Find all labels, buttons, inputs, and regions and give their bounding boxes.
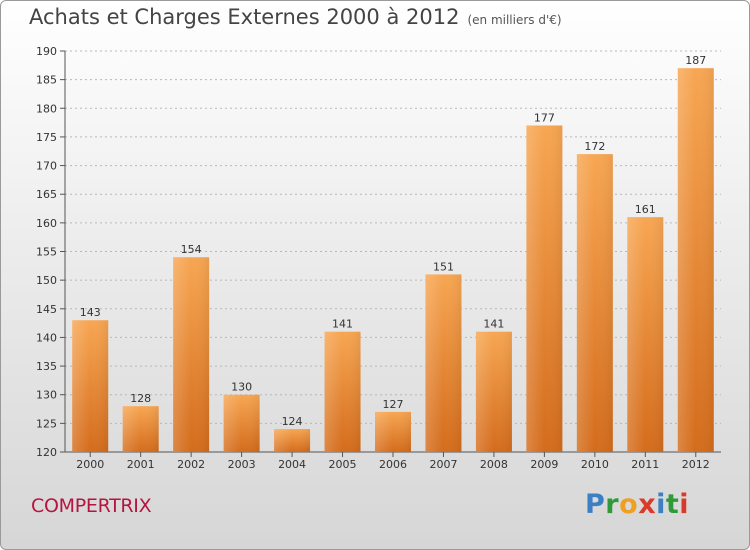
chart-subtitle: (en milliers d'€) — [467, 13, 562, 27]
y-tick-label: 160 — [36, 217, 57, 230]
bar-shine — [122, 406, 159, 452]
bar-value-label: 141 — [483, 318, 504, 331]
y-tick-label: 155 — [36, 246, 57, 259]
bar-shine — [576, 154, 613, 452]
bar-value-label: 124 — [282, 415, 303, 428]
bar-value-label: 177 — [534, 111, 555, 124]
commune-name: COMPERTRIX — [31, 495, 152, 517]
chart-title-text: Achats et Charges Externes 2000 à 2012 — [29, 5, 460, 29]
bar-value-label: 161 — [635, 203, 656, 216]
bar-shine — [173, 257, 210, 452]
bar-shine — [526, 125, 563, 452]
x-tick-label: 2005 — [329, 458, 357, 471]
x-tick-label: 2004 — [278, 458, 306, 471]
x-tick-label: 2012 — [682, 458, 710, 471]
bar-value-label: 172 — [584, 140, 605, 153]
x-tick-label: 2006 — [379, 458, 407, 471]
y-tick-label: 165 — [36, 188, 57, 201]
bar-value-label: 151 — [433, 260, 454, 273]
x-tick-label: 2000 — [76, 458, 104, 471]
bar-shine — [677, 68, 714, 452]
bar-value-label: 141 — [332, 318, 353, 331]
y-tick-label: 130 — [36, 389, 57, 402]
y-tick-label: 145 — [36, 303, 57, 316]
x-tick-label: 2007 — [429, 458, 457, 471]
x-tick-label: 2009 — [530, 458, 558, 471]
bar-value-label: 154 — [181, 243, 202, 256]
proxiti-logo: Proxiti — [585, 489, 689, 520]
y-tick-label: 170 — [36, 160, 57, 173]
chart-title: Achats et Charges Externes 2000 à 2012 (e… — [29, 5, 562, 29]
x-tick-label: 2008 — [480, 458, 508, 471]
y-tick-label: 175 — [36, 131, 57, 144]
y-tick-label: 190 — [36, 45, 57, 58]
logo-letter: i — [679, 489, 690, 520]
x-tick-label: 2011 — [631, 458, 659, 471]
logo-letter: o — [619, 489, 639, 520]
y-tick-label: 180 — [36, 102, 57, 115]
bar-value-label: 143 — [80, 306, 101, 319]
y-tick-label: 150 — [36, 274, 57, 287]
bar-value-label: 128 — [130, 392, 151, 405]
bar-shine — [72, 320, 109, 452]
bar-chart: 120 125 130 135 140 145 150 155 160 165 170 175 180 1… — [36, 45, 721, 471]
y-tick-label: 135 — [36, 360, 57, 373]
x-tick-label: 2002 — [177, 458, 205, 471]
bar-value-label: 127 — [383, 398, 404, 411]
y-tick-label: 185 — [36, 74, 57, 87]
bar-shine — [223, 394, 260, 452]
bar-shine — [425, 274, 462, 452]
bar-shine — [375, 411, 411, 452]
logo-letter: x — [638, 489, 657, 520]
x-tick-label: 2003 — [228, 458, 256, 471]
bar-shine — [627, 217, 664, 452]
logo-letter: t — [665, 489, 680, 520]
logo-letter: P — [585, 489, 606, 520]
y-tick-label: 140 — [36, 331, 57, 344]
bar-value-label: 187 — [685, 54, 706, 67]
x-tick-label: 2010 — [581, 458, 609, 471]
y-tick-label: 125 — [36, 417, 57, 430]
bar-shine — [475, 331, 512, 452]
x-tick-label: 2001 — [127, 458, 155, 471]
y-tick-label: 120 — [36, 446, 57, 459]
logo-letter: i — [656, 489, 666, 520]
bar-shine — [274, 429, 311, 452]
bar-value-label: 130 — [231, 381, 252, 394]
bar-shine — [324, 331, 361, 452]
logo-letter: r — [605, 489, 620, 520]
